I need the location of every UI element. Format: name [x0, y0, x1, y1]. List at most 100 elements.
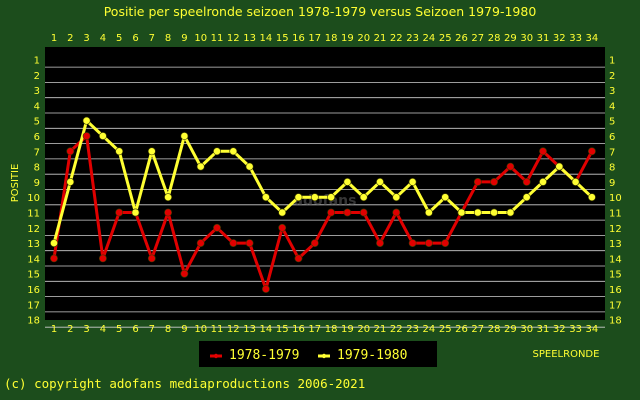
- x-tick-label: 28: [488, 33, 501, 44]
- series-2-point: [196, 162, 205, 171]
- x-tick-label: 19: [341, 33, 354, 44]
- y-tick-label: 13: [27, 239, 40, 250]
- x-tick-label: 5: [116, 33, 122, 44]
- x-tick-label: 33: [569, 33, 582, 44]
- y-tick-label: 18: [27, 316, 40, 327]
- y-tick-label: 14: [27, 254, 40, 265]
- series-1-point: [522, 177, 531, 186]
- series-2-point: [408, 177, 417, 186]
- x-tick-label: 9: [181, 324, 187, 335]
- series-1-point: [278, 223, 287, 232]
- y-tick-label: 11: [27, 209, 40, 220]
- legend-items: 1978-1979 1979-1980: [210, 348, 407, 363]
- x-tick-label: 8: [165, 33, 171, 44]
- series-2-point: [245, 162, 254, 171]
- series-2-point: [66, 177, 75, 186]
- series-1-point: [506, 162, 515, 171]
- x-tick-label: 31: [537, 324, 550, 335]
- y-tick-label: 3: [34, 86, 40, 97]
- y-tick-label: 2: [609, 71, 615, 82]
- x-tick-label: 19: [341, 324, 354, 335]
- y-tick-label: 7: [34, 147, 40, 158]
- y-tick-label: 10: [27, 193, 40, 204]
- y-tick-label: 5: [34, 117, 40, 128]
- x-tick-label: 25: [439, 324, 452, 335]
- y-tick-label: 16: [609, 285, 622, 296]
- series-1-point: [473, 177, 482, 186]
- x-tick-labels: 1122334455667788991010111112121313141415…: [51, 33, 598, 335]
- series-2-point: [294, 193, 303, 202]
- x-tick-label: 1: [51, 324, 57, 335]
- x-tick-label: 28: [488, 324, 501, 335]
- y-tick-label: 6: [609, 132, 615, 143]
- series-2-point: [327, 193, 335, 202]
- grid: [45, 66, 605, 328]
- series-2-point: [82, 116, 91, 125]
- x-tick-label: 17: [308, 33, 321, 44]
- series-2-point: [229, 147, 238, 156]
- series-1-point: [164, 208, 172, 217]
- x-tick-label: 13: [243, 33, 256, 44]
- x-tick-label: 32: [553, 33, 566, 44]
- y-tick-label: 17: [609, 300, 622, 311]
- series-2-point: [131, 208, 140, 217]
- x-tick-label: 5: [116, 324, 122, 335]
- series-1-point: [147, 254, 156, 263]
- x-tick-label: 12: [227, 33, 240, 44]
- series-1-point: [294, 254, 303, 263]
- x-tick-label: 4: [100, 324, 106, 335]
- copyright-text: (c) copyright adofans mediaproductions 2…: [4, 376, 365, 391]
- x-tick-label: 25: [439, 33, 452, 44]
- y-tick-label: 2: [34, 71, 40, 82]
- series-1-point: [99, 254, 107, 263]
- series-2-point: [278, 208, 287, 217]
- series-1-point: [343, 208, 352, 217]
- x-tick-label: 31: [537, 33, 550, 44]
- series-1-point: [424, 239, 433, 247]
- y-tick-label: 5: [609, 117, 615, 128]
- legend-swatch-point: [213, 353, 219, 359]
- x-tick-label: 4: [100, 33, 106, 44]
- x-tick-label: 34: [586, 33, 599, 44]
- series-2-point: [490, 208, 498, 217]
- series-1-point: [50, 254, 58, 263]
- y-tick-label: 3: [609, 86, 615, 97]
- x-tick-label: 30: [520, 33, 533, 44]
- series-2-point: [424, 208, 433, 217]
- chart-title: Positie per speelronde seizoen 1978-1979…: [104, 4, 537, 19]
- y-axis-label: POSITIE: [10, 164, 21, 203]
- series-2-point: [343, 177, 352, 186]
- series-2-point: [99, 132, 107, 140]
- x-tick-label: 10: [194, 33, 207, 44]
- series-2-point: [588, 193, 596, 202]
- x-tick-label: 8: [165, 324, 171, 335]
- x-tick-label: 6: [132, 324, 138, 335]
- x-tick-label: 16: [292, 324, 305, 335]
- series-2-point: [310, 193, 319, 202]
- series-1-point: [359, 208, 368, 217]
- x-tick-label: 3: [83, 33, 89, 44]
- series-2-point: [522, 193, 531, 202]
- x-tick-label: 22: [390, 324, 403, 335]
- series-line-1: [52, 134, 594, 291]
- x-tick-label: 24: [423, 324, 436, 335]
- series-2-point: [115, 147, 124, 156]
- y-tick-label: 6: [34, 132, 40, 143]
- x-tick-label: 21: [374, 324, 387, 335]
- x-tick-label: 26: [455, 33, 468, 44]
- series-2-point: [213, 147, 221, 156]
- x-tick-label: 15: [276, 33, 289, 44]
- series-1-point: [245, 239, 254, 247]
- series-1-point: [66, 147, 75, 156]
- y-tick-label: 16: [27, 285, 40, 296]
- x-tick-label: 33: [569, 324, 582, 335]
- series-2-point: [392, 193, 401, 202]
- legend-label: 1978-1979: [229, 348, 299, 363]
- series-1-point: [261, 285, 270, 293]
- x-tick-label: 22: [390, 33, 403, 44]
- series-1-point: [82, 132, 91, 140]
- series-2-point: [50, 239, 58, 247]
- x-tick-label: 14: [260, 324, 273, 335]
- x-tick-label: 15: [276, 324, 289, 335]
